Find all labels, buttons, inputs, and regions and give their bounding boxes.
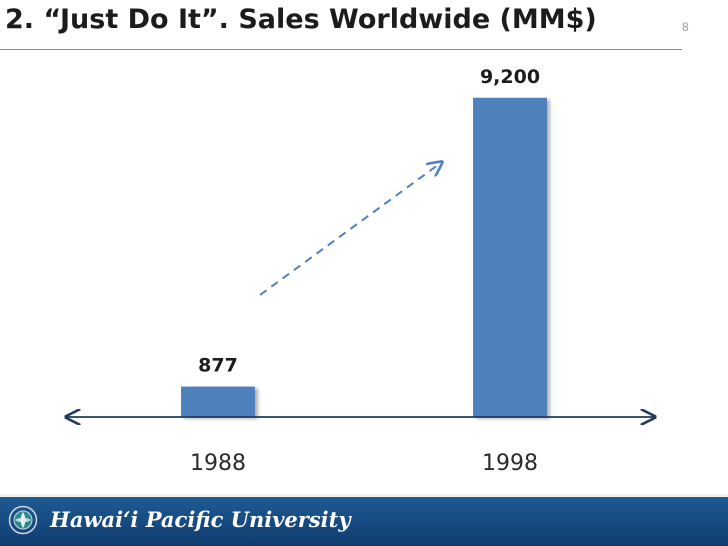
slide-number: 8 (682, 20, 689, 34)
data-label-1998: 9,200 (480, 66, 540, 88)
footer-institution-name: Hawai‘i Pacific University (50, 507, 351, 532)
bar-1998 (473, 97, 547, 417)
footer-bar: Hawai‘i Pacific University (0, 497, 728, 546)
data-label-1988: 877 (198, 355, 238, 377)
sales-bar-chart: 877 1988 9,200 1998 (0, 66, 728, 476)
title-underline (0, 49, 682, 50)
university-seal-icon (8, 505, 38, 535)
x-tick-label-1998: 1998 (482, 451, 538, 476)
slide-title: 2. “Just Do It”. Sales Worldwide (MM$) (5, 4, 597, 35)
x-tick-label-1988: 1988 (190, 451, 246, 476)
footer-divider (0, 494, 728, 497)
trend-arrow (259, 162, 442, 296)
bar-1988 (181, 386, 255, 417)
